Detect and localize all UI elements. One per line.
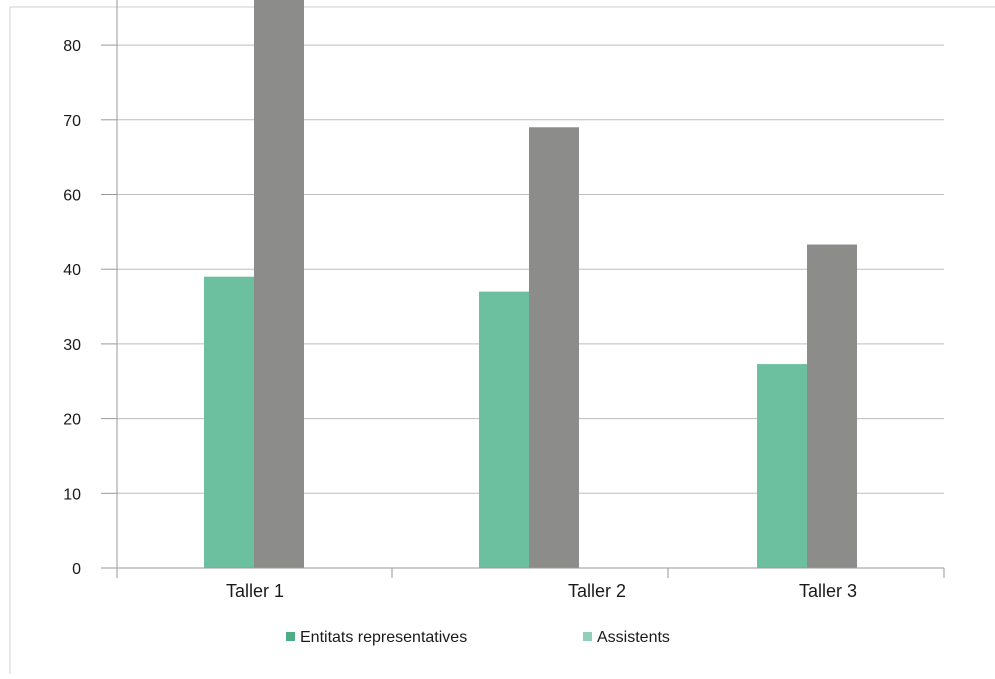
- bar-entitats-1: [204, 276, 254, 568]
- y-tick-label: 70: [63, 113, 81, 130]
- legend-label: Assistents: [597, 629, 670, 646]
- y-tick-label: 80: [63, 38, 81, 55]
- y-tick-label: 40: [63, 262, 81, 279]
- y-tick-label: 20: [63, 412, 81, 429]
- legend-label: Entitats representatives: [300, 629, 467, 646]
- bars: [204, 0, 857, 569]
- x-tick-label: Taller 3: [799, 581, 857, 601]
- x-axis: [101, 0, 945, 578]
- x-tick-label: Taller 1: [226, 581, 284, 601]
- bar-entitats-2: [479, 291, 529, 568]
- legend-swatch: [583, 632, 592, 641]
- y-tick-label: 60: [63, 188, 81, 205]
- y-tick-label: 10: [63, 486, 81, 503]
- y-axis-tick-labels: 0 10 20 30 40 60 70 80: [63, 38, 81, 578]
- bar-assistents-3: [807, 244, 857, 568]
- y-tick-label: 0: [72, 561, 81, 578]
- bar-assistents-1: [254, 0, 304, 569]
- legend-swatch: [286, 632, 295, 641]
- x-tick-label: Taller 2: [568, 581, 626, 601]
- bar-assistents-2: [529, 127, 579, 569]
- legend: Entitats representatives Assistents: [286, 629, 670, 646]
- y-tick-label: 30: [63, 337, 81, 354]
- bar-entitats-3: [757, 364, 807, 568]
- x-axis-tick-labels: Taller 1 Taller 2 Taller 3: [226, 581, 857, 601]
